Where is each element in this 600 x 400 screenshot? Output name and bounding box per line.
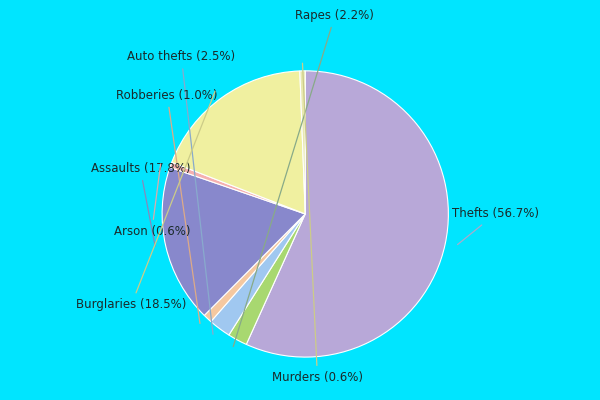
Text: Arson (0.6%): Arson (0.6%) (113, 164, 190, 238)
Text: Assaults (17.8%): Assaults (17.8%) (91, 162, 190, 246)
Text: Burglaries (18.5%): Burglaries (18.5%) (76, 92, 215, 311)
Text: Auto thefts (2.5%): Auto thefts (2.5%) (127, 50, 235, 334)
Wedge shape (162, 167, 305, 316)
Text: Thefts (56.7%): Thefts (56.7%) (452, 208, 539, 244)
Text: Robberies (1.0%): Robberies (1.0%) (116, 89, 218, 324)
Wedge shape (172, 71, 305, 214)
Text: Rapes (2.2%): Rapes (2.2%) (233, 9, 374, 346)
Wedge shape (229, 214, 305, 344)
Wedge shape (246, 71, 448, 357)
Wedge shape (170, 162, 305, 214)
Text: Murders (0.6%): Murders (0.6%) (272, 63, 363, 384)
Wedge shape (211, 214, 305, 335)
Wedge shape (300, 71, 305, 214)
Wedge shape (204, 214, 305, 322)
